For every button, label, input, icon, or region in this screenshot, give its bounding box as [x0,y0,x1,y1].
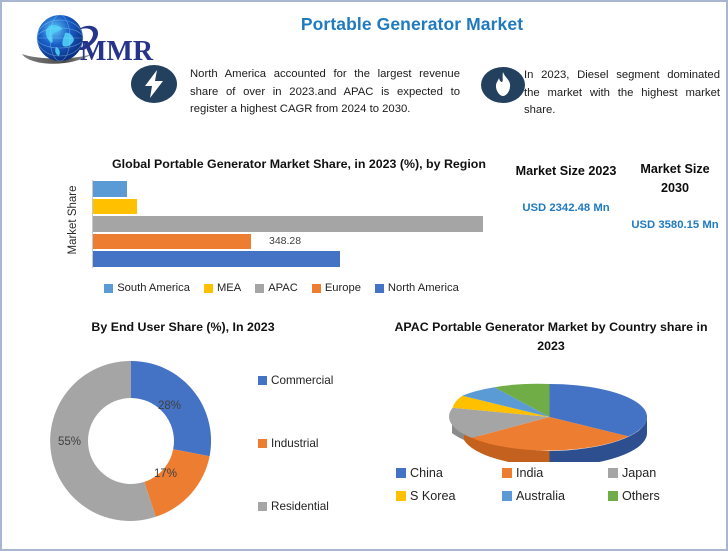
bar-chart-title: Global Portable Generator Market Share, … [112,157,486,171]
legend-row: Industrial [258,437,333,500]
bar-row: 348.28 [93,233,493,251]
legend-item-north-america: North America [374,282,459,294]
legend-label: Others [622,489,660,503]
region-market-share-bar-chart: Global Portable Generator Market Share, … [54,154,509,306]
legend-item-south-america: South America [104,282,190,294]
lightning-bolt-icon [130,64,178,104]
pie-slice-japan [448,407,550,438]
legend-label: S Korea [410,489,456,503]
legend-item-japan: Japan [608,466,714,480]
donut-chart-title: By End User Share (%), In 2023 [91,320,275,334]
bar-europe [93,233,251,250]
donut-center-hole [88,398,174,484]
legend-item-india: India [502,466,608,480]
pie-slice-skorea [452,395,550,417]
legend-row: Residential [258,500,333,549]
legend-item-apac: APAC [255,282,298,294]
bar-chart-plot-area: 348.28 [92,180,493,268]
bar-row [93,180,493,198]
apac-country-share-pie-chart: APAC Portable Generator Market by Countr… [380,314,725,544]
pie-slice-india [471,417,629,451]
legend-label: Japan [622,466,657,480]
bar-row [93,198,493,216]
legend-item-skorea: S Korea [396,489,502,503]
legend-item-others: Others [608,489,714,503]
legend-label: Residential [271,500,329,513]
legend-label: Australia [516,489,565,503]
legend-swatch-icon [104,283,114,293]
mmr-logo: MMR [16,10,171,72]
bar-mea [93,198,138,215]
legend-item-mea: MEA [203,282,242,294]
flame-icon [480,66,526,104]
bar-row [93,250,493,268]
market-size-2023-heading: Market Size 2023 [515,164,617,178]
market-size-2023-value: USD 2342.48 Mn [522,202,610,214]
pie-chart-title: APAC Portable Generator Market by Countr… [394,320,708,353]
legend-label: APAC [268,282,298,294]
pie-side-china [549,417,647,467]
bar-row [93,215,493,233]
legend-swatch-icon [608,491,618,501]
end-user-share-donut-chart: By End User Share (%), In 2023 28% 17% 5… [18,314,373,544]
callout-north-america-text: North America accounted for the largest … [190,68,460,115]
legend-row: Commercial [258,374,333,437]
legend-label: North America [387,282,459,294]
svg-text:MMR: MMR [80,36,154,67]
donut-label-commercial: 28% [158,400,182,412]
legend-item-commercial: Commercial [258,374,333,387]
bar-south-america [93,181,127,197]
legend-label: Europe [324,282,361,294]
legend-swatch-icon [258,502,267,511]
legend-row: S Korea Australia Others [396,489,714,503]
legend-item-china: China [396,466,502,480]
page-title: Portable Generator Market [300,14,524,34]
pie-side-india [464,424,550,467]
bar-europe-value: 348.28 [269,234,302,247]
legend-label: MEA [216,282,242,294]
legend-label: China [410,466,443,480]
legend-item-residential: Residential [258,500,333,513]
donut-chart-legend: Commercial Industrial Residential [258,374,333,549]
pie-slice-china [549,384,648,437]
legend-label: India [516,466,544,480]
legend-row: China India Japan [396,466,714,480]
pie-slice-others [494,383,550,417]
donut-label-industrial: 17% [154,468,178,480]
legend-item-australia: Australia [502,489,608,503]
pie-chart-graphic [442,372,657,467]
callout-diesel-text: In 2023, Diesel segment dominated the ma… [524,69,720,116]
legend-swatch-icon [258,439,267,448]
donut-label-residential: 55% [58,436,82,448]
bar-apac [93,216,483,232]
legend-swatch-icon [502,491,512,501]
legend-item-europe: Europe [311,282,361,294]
legend-label: South America [117,282,190,294]
legend-swatch-icon [255,283,265,293]
market-size-2023: Market Size 2023 USD 2342.48 Mn [507,162,625,216]
legend-swatch-icon [396,491,406,501]
legend-swatch-icon [396,468,406,478]
bar-chart-y-axis-label: Market Share [67,185,79,255]
legend-swatch-icon [608,468,618,478]
market-size-2030-value: USD 3580.15 Mn [631,219,719,231]
pie-slice-australia [462,387,550,417]
donut-chart-graphic: 28% 17% 55% [46,356,216,531]
legend-item-industrial: Industrial [258,437,333,450]
legend-swatch-icon [374,283,384,293]
legend-swatch-icon [311,283,321,293]
legend-label: Industrial [271,437,319,450]
bar-north-america [93,251,341,267]
legend-label: Commercial [271,374,334,387]
legend-swatch-icon [203,283,213,293]
legend-swatch-icon [502,468,512,478]
pie-chart-legend: China India Japan S Korea Aust [396,466,714,512]
bar-chart-legend: South America MEA APAC Europe North Amer… [54,282,509,294]
market-size-2030-heading: Market Size 2030 [640,162,710,195]
market-size-2030: Market Size 2030 USD 3580.15 Mn [625,160,725,233]
legend-swatch-icon [258,376,267,385]
